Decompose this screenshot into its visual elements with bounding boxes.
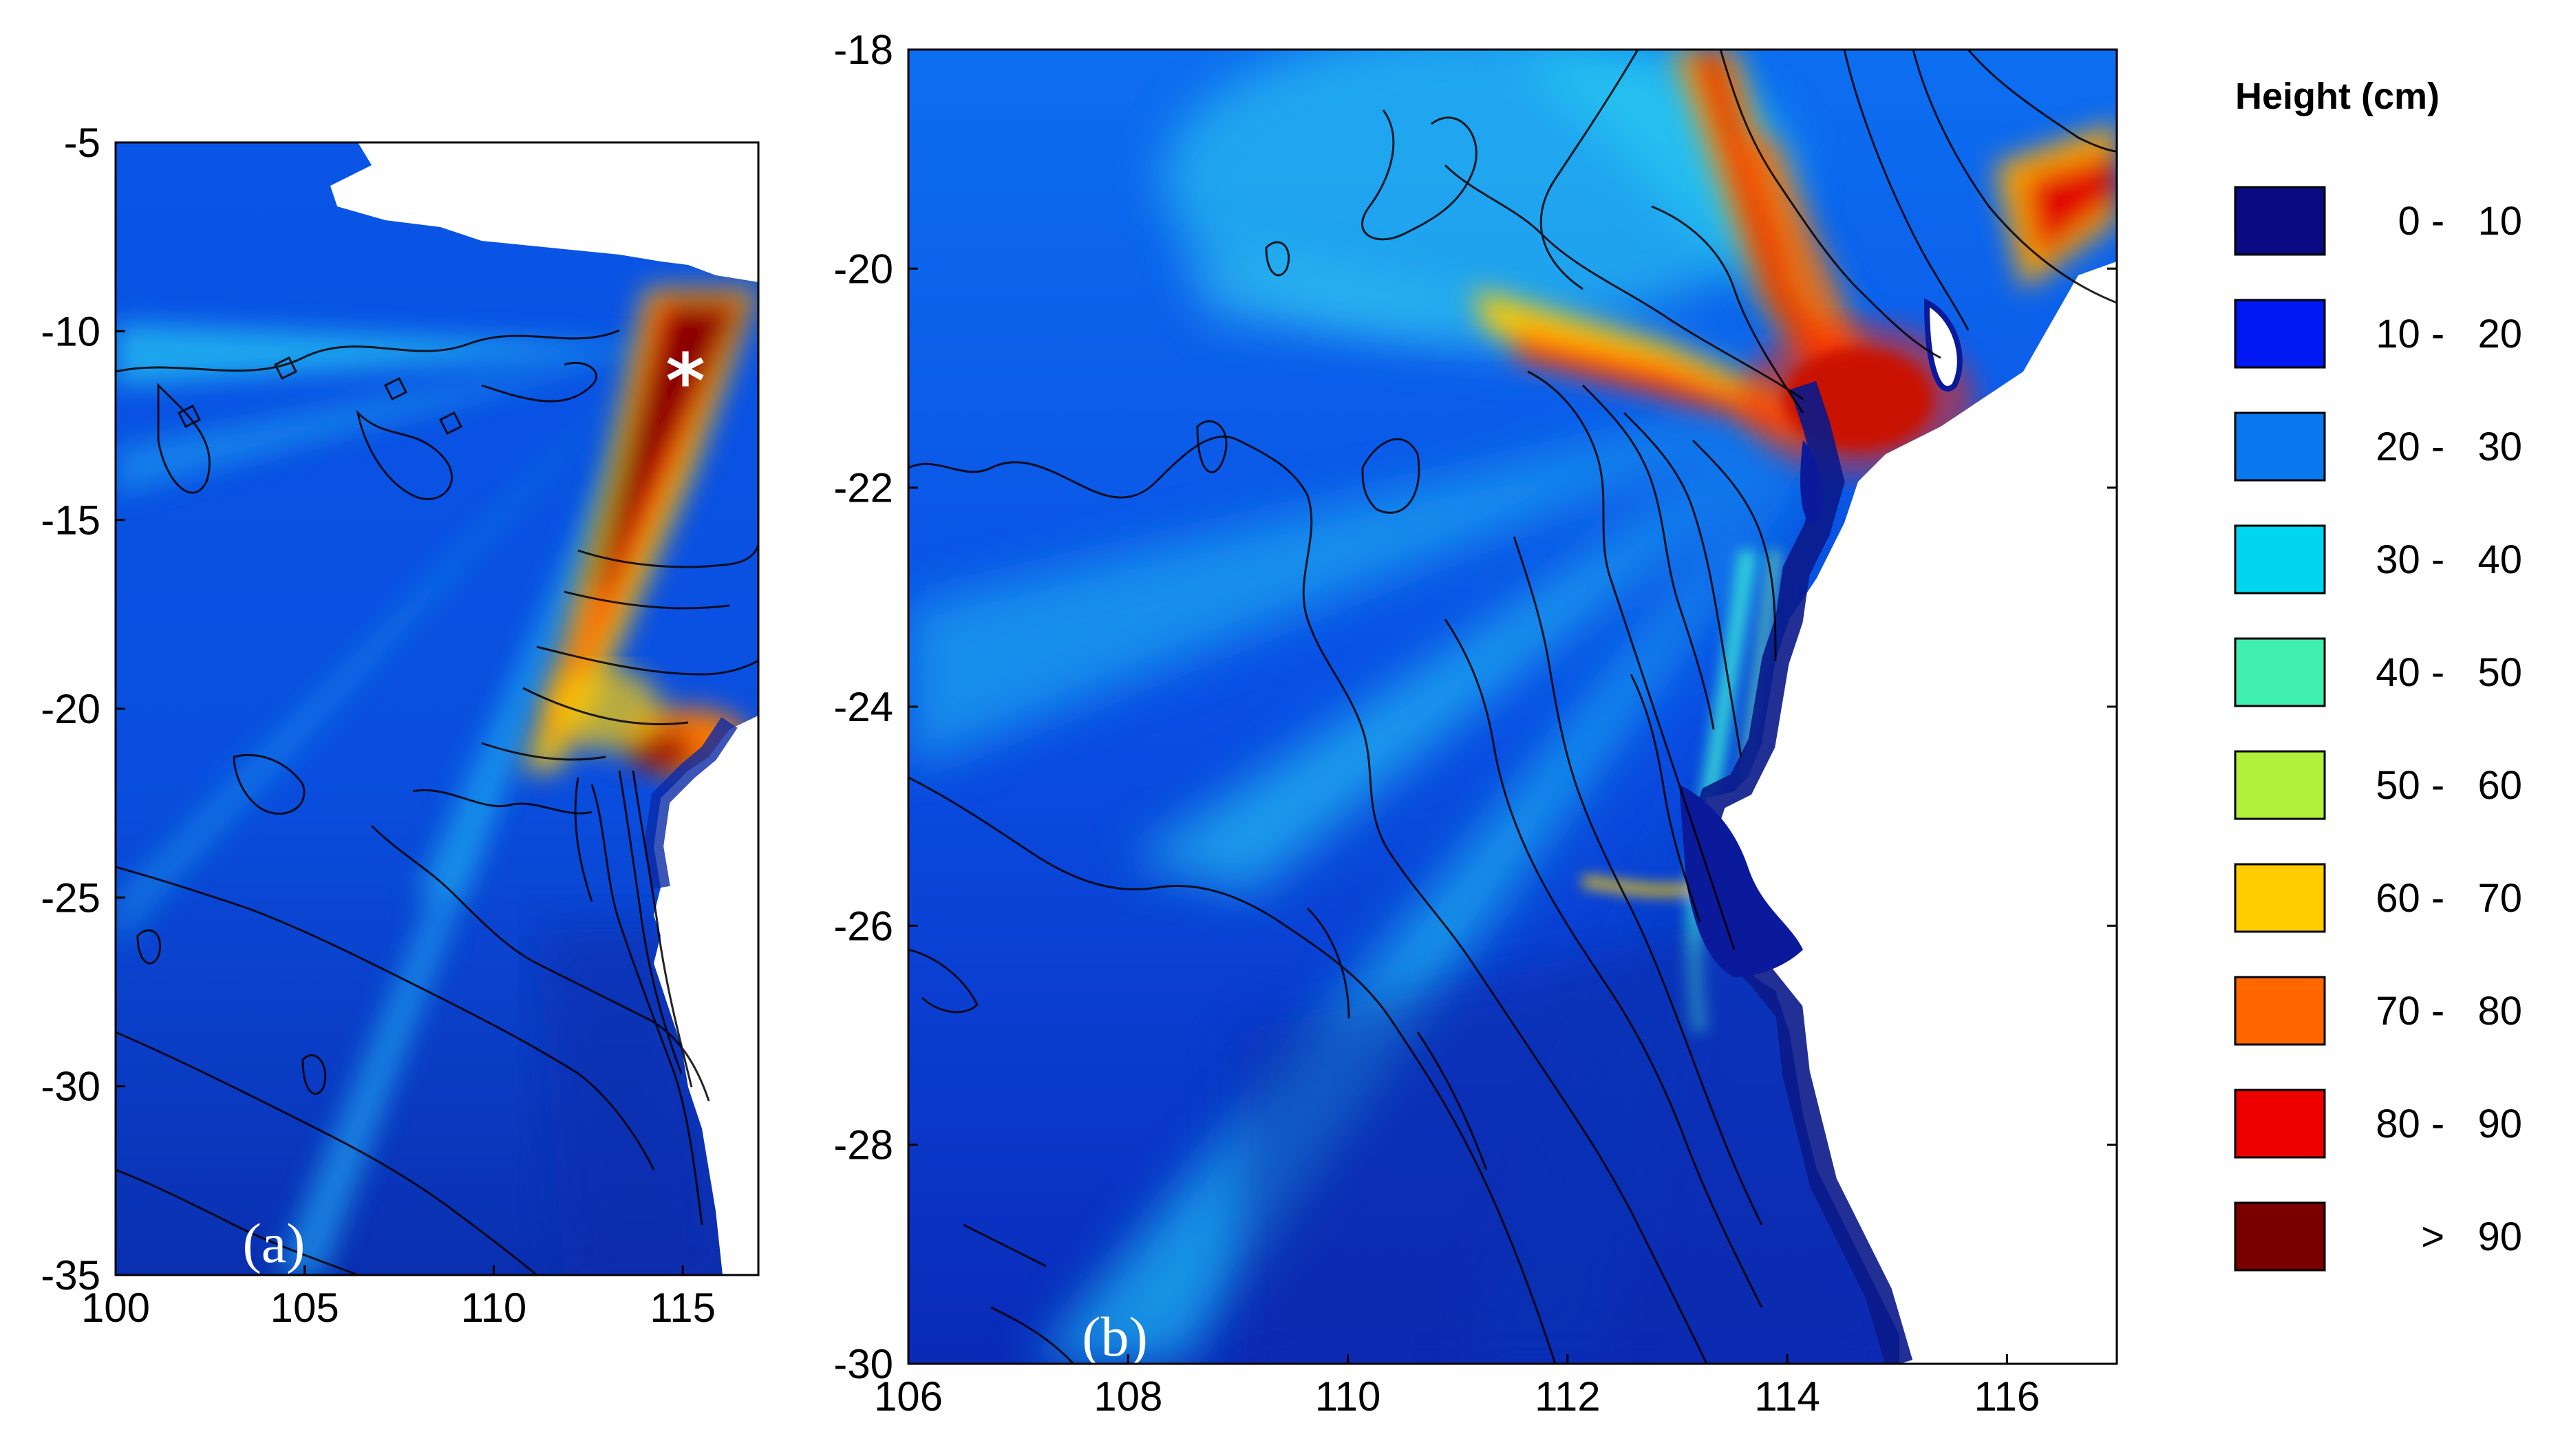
panel-b-label: (b) xyxy=(1082,1305,1148,1368)
legend-label: 30 - 40 xyxy=(2376,537,2522,582)
legend-label: 80 - 90 xyxy=(2376,1102,2522,1146)
legend-swatch xyxy=(2234,976,2326,1046)
panel-b-y-tick-label: -18 xyxy=(833,27,893,73)
panel-a-y-tick-label: -10 xyxy=(41,308,100,354)
panel-b-y-tick-label: -24 xyxy=(833,684,893,730)
panel-a-x-tick-label: 105 xyxy=(270,1285,339,1331)
legend-swatch xyxy=(2234,1201,2326,1272)
legend-label: 50 - 60 xyxy=(2376,763,2522,808)
legend-swatch xyxy=(2234,1089,2326,1159)
panel-b-y-tick-label: -20 xyxy=(833,246,893,292)
panel-a-y-tick-label: -5 xyxy=(64,120,100,166)
panel-b-y-tick-label: -30 xyxy=(833,1341,893,1387)
panel-b-x-tick-label: 112 xyxy=(1535,1373,1601,1420)
panel-b-x-tick-label: 108 xyxy=(1094,1373,1162,1420)
panel-a-y-tick-label: -20 xyxy=(41,686,100,732)
panel-b-x-tick-label: 106 xyxy=(874,1373,943,1420)
legend-title: Height (cm) xyxy=(2235,76,2440,117)
panel-a-map: * (a) 100 105 110 115 -5 -10 -15 -20 -25 -30 -35 xyxy=(41,120,760,1331)
panel-a-x-tick-label: 110 xyxy=(461,1285,527,1331)
australia-coast xyxy=(654,716,758,1275)
panel-a-y-tick-label: -25 xyxy=(41,875,100,921)
panel-a-y-tick-label: -30 xyxy=(41,1064,100,1110)
panel-a-label: (a) xyxy=(242,1212,305,1274)
legend-label: 0 - 10 xyxy=(2398,199,2522,244)
panel-b-y-tick-label: -22 xyxy=(833,465,893,511)
panel-b-axes: 106 108 110 112 114 116 -18 -20 -22 -24 -26 -28 -30 xyxy=(833,27,2117,1420)
legend-swatch xyxy=(2234,863,2326,933)
panel-a-axes: 100 105 110 115 -5 -10 -15 -20 -25 -30 -35 xyxy=(41,120,716,1331)
legend-label: 70 - 80 xyxy=(2376,989,2522,1034)
legend-swatch xyxy=(2234,186,2326,256)
legend-label: 60 - 70 xyxy=(2376,876,2522,921)
legend-swatch xyxy=(2234,750,2326,820)
panel-a-x-tick-label: 115 xyxy=(650,1285,716,1331)
panel-b-y-tick-label: -28 xyxy=(833,1122,893,1168)
panel-b-x-tick-label: 110 xyxy=(1315,1373,1381,1420)
panel-b-y-tick-label: -26 xyxy=(833,903,893,949)
panel-b-map: (b) 106 108 110 112 114 116 -18 -20 -22 -24 -26 -28… xyxy=(833,27,2118,1420)
panel-b-x-tick-label: 114 xyxy=(1754,1373,1820,1420)
legend-swatch xyxy=(2234,411,2326,482)
epicenter-marker: * xyxy=(665,337,705,425)
panel-b-x-tick-label: 116 xyxy=(1974,1373,2040,1420)
legend-label: 10 - 20 xyxy=(2376,312,2522,356)
legend-label: > 90 xyxy=(2421,1214,2522,1259)
legend-swatch xyxy=(2234,299,2326,369)
legend-swatch xyxy=(2234,637,2326,707)
panel-a-x-tick-label: 100 xyxy=(81,1285,150,1331)
legend-label: 20 - 30 xyxy=(2376,425,2522,469)
panel-a-y-tick-label: -35 xyxy=(41,1252,100,1298)
height-legend: Height (cm) 0 - 10 10 - 20 20 - 30 30 - 40 4… xyxy=(2234,76,2522,1272)
legend-swatch xyxy=(2234,524,2326,595)
legend-label: 40 - 50 xyxy=(2376,650,2522,695)
panel-a-y-tick-label: -15 xyxy=(41,497,100,544)
